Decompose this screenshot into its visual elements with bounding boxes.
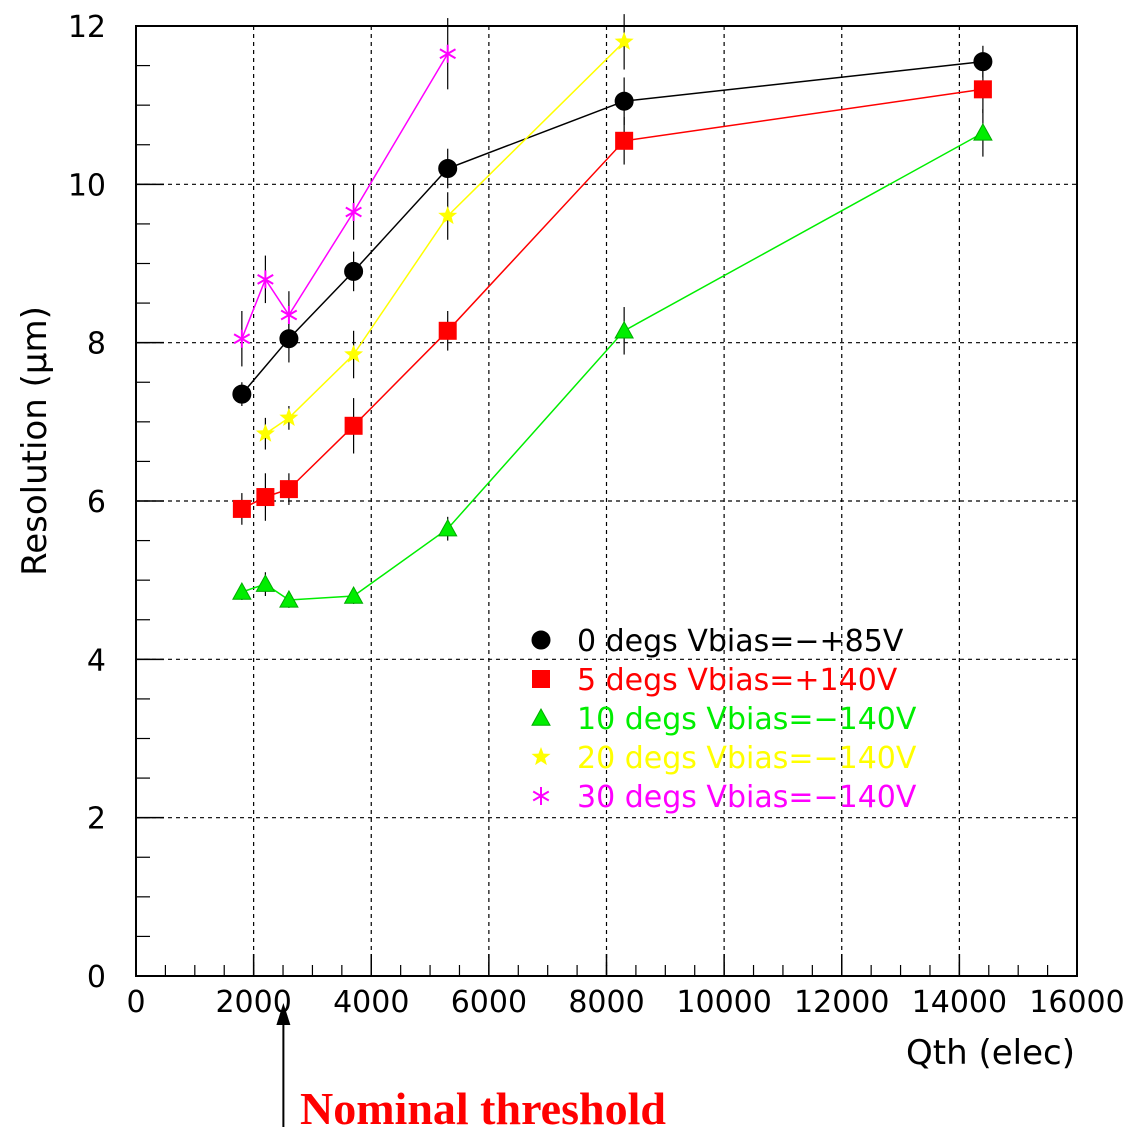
marker-asterisk [233, 329, 251, 348]
marker-star [531, 747, 551, 766]
x-tick-label: 4000 [333, 985, 409, 1020]
legend-item: 20 degs Vbias=−140V [531, 741, 917, 776]
marker-square [973, 80, 992, 99]
legend-label: 0 degs Vbias=−+85V [577, 624, 904, 659]
marker-star [279, 407, 299, 426]
y-tick-label: 4 [87, 643, 106, 678]
marker-star [438, 206, 458, 225]
marker-triangle [973, 122, 993, 141]
legend-item: 5 degs Vbias=+140V [532, 663, 898, 698]
annotation-text: Nominal threshold [300, 1083, 666, 1130]
marker-square [615, 131, 634, 150]
y-tick-label: 8 [87, 327, 106, 362]
marker-square [256, 488, 275, 507]
asterisk-stroke [233, 333, 251, 345]
marker-circle [614, 91, 634, 111]
marker-triangle [531, 707, 551, 726]
y-axis-title: Resolution (μm) [15, 306, 55, 576]
x-tick-label: 6000 [451, 985, 527, 1020]
marker-triangle [343, 585, 364, 604]
marker-square [438, 321, 457, 340]
y-tick-label: 10 [68, 168, 106, 203]
marker-triangle [232, 582, 252, 600]
marker-asterisk [257, 270, 274, 289]
x-tick-label: 8000 [568, 985, 644, 1020]
asterisk-stroke [345, 206, 362, 218]
marker-square [232, 499, 251, 518]
series-line [241, 60, 983, 395]
x-tick-label: 16000 [1029, 985, 1124, 1020]
tick-labels: 0 2000 4000 6000 8000 10000 12000 14000 16000 0 2 4… [68, 10, 1125, 1020]
x-tick-label: 2000 [215, 985, 291, 1020]
marker-star [255, 423, 275, 442]
legend: 0 degs Vbias=−+85V 5 degs Vbias=+140V 10 d… [531, 624, 917, 815]
series-3 [255, 14, 634, 450]
series-4 [233, 18, 457, 367]
marker-circle [344, 261, 364, 281]
marker-asterisk [532, 787, 550, 805]
marker-star [344, 344, 364, 363]
y-tick-label: 0 [87, 960, 106, 995]
marker-triangle [255, 574, 276, 592]
asterisk-stroke [439, 48, 457, 60]
asterisk-stroke [280, 309, 298, 321]
axis-ticks [135, 25, 1078, 977]
marker-triangle [437, 518, 458, 537]
y-tick-label: 6 [87, 485, 106, 520]
legend-item: 30 degs Vbias=−140V [532, 780, 917, 815]
y-tick-label: 2 [87, 802, 106, 837]
legend-label: 20 degs Vbias=−140V [577, 741, 917, 776]
marker-triangle [614, 320, 634, 339]
marker-square [279, 480, 298, 499]
marker-star [614, 31, 634, 50]
asterisk-stroke [257, 273, 274, 285]
series-layer [232, 14, 993, 608]
annotation: Nominal threshold [276, 1003, 666, 1130]
series-0 [232, 45, 993, 406]
marker-square [532, 670, 550, 688]
x-tick-label: 14000 [912, 985, 1007, 1020]
marker-asterisk [280, 305, 298, 324]
x-tick-label: 0 [126, 985, 145, 1020]
marker-square [344, 416, 363, 435]
asterisk-stroke [532, 790, 550, 802]
marker-circle [232, 384, 252, 404]
marker-circle [531, 630, 551, 650]
annotation-arrow-head [276, 1003, 291, 1025]
y-tick-label: 12 [68, 10, 106, 45]
marker-asterisk [345, 203, 362, 222]
legend-label: 30 degs Vbias=−140V [577, 780, 917, 815]
marker-circle [438, 159, 458, 178]
x-axis-title: Qth (elec) [906, 1033, 1075, 1073]
series-1 [232, 65, 992, 525]
grid [136, 26, 1077, 976]
legend-label: 10 degs Vbias=−140V [577, 702, 917, 737]
legend-item: 10 degs Vbias=−140V [531, 702, 917, 737]
marker-triangle [279, 589, 299, 608]
x-tick-label: 10000 [676, 985, 771, 1020]
legend-label: 5 degs Vbias=+140V [577, 663, 898, 698]
legend-item: 0 degs Vbias=−+85V [531, 624, 904, 659]
series-2 [232, 109, 993, 608]
x-tick-label: 12000 [794, 985, 889, 1020]
marker-asterisk [439, 44, 457, 63]
